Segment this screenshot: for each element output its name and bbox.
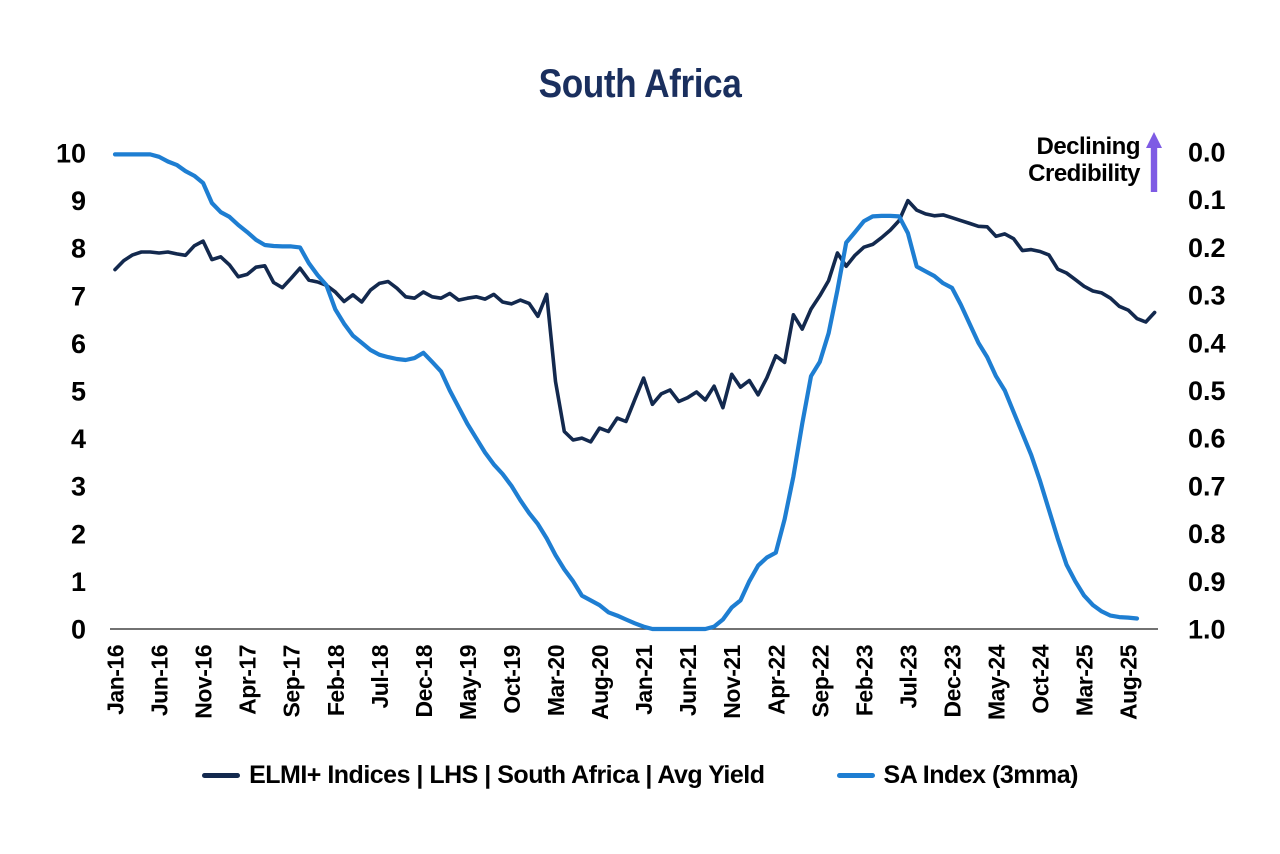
- right-axis-tick-label: 0.1: [1188, 185, 1226, 215]
- chart-legend: ELMI+ Indices | LHS | South Africa | Avg…: [0, 761, 1280, 790]
- left-axis-tick-label: 10: [56, 139, 86, 169]
- x-axis-tick-label: Apr-22: [763, 645, 789, 715]
- x-axis-tick-label: Oct-24: [1028, 644, 1054, 713]
- annotation-line-2: Credibility: [1028, 160, 1140, 187]
- right-axis-tick-label: 0.2: [1188, 233, 1226, 263]
- left-axis-tick-label: 0: [71, 615, 86, 645]
- x-axis-tick-label: May-19: [455, 645, 481, 720]
- x-axis-tick-label: Dec-18: [411, 644, 437, 717]
- left-axis-tick-label: 4: [71, 424, 86, 454]
- x-axis-tick-label: Sep-22: [807, 645, 833, 717]
- x-axis-tick-label: Nov-16: [191, 645, 217, 719]
- x-axis-tick-label: Feb-18: [323, 644, 349, 716]
- series-line-1: [112, 152, 1140, 632]
- right-axis-tick-label: 0.0: [1188, 138, 1226, 168]
- x-axis-tick-label: Jan-16: [103, 645, 129, 715]
- x-axis-tick-label: Jun-21: [675, 644, 701, 716]
- x-axis-tick-label: Jun-16: [147, 645, 173, 716]
- right-axis-tick-label: 1.0: [1188, 615, 1226, 645]
- right-axis-tick-label: 0.5: [1188, 376, 1226, 406]
- right-axis-tick-label: 0.4: [1188, 328, 1226, 358]
- up-arrow-icon: [1145, 131, 1163, 193]
- legend-item-avg-yield: ELMI+ Indices | LHS | South Africa | Avg…: [202, 761, 765, 790]
- x-axis-tick-label: Oct-19: [499, 645, 525, 714]
- right-axis-tick-label: 0.7: [1188, 471, 1226, 501]
- x-axis-tick-label: Sep-17: [279, 645, 305, 717]
- chart-title: South Africa: [538, 62, 742, 106]
- right-axis-tick-label: 0.3: [1188, 281, 1226, 311]
- left-axis-tick-label: 7: [71, 281, 86, 311]
- left-axis-tick-label: 6: [71, 329, 86, 359]
- x-axis-tick-label: May-24: [984, 644, 1010, 720]
- annotation-line-1: Declining: [1036, 133, 1140, 160]
- x-axis-tick-label: Apr-17: [235, 645, 261, 715]
- blue-line-swatch-icon: [836, 773, 875, 778]
- right-axis-tick-label: 0.8: [1188, 519, 1226, 549]
- right-axis-tick-label: 0.6: [1188, 424, 1226, 454]
- up-arrow-svg: [1146, 132, 1162, 192]
- left-axis-tick-label: 9: [71, 186, 86, 216]
- x-axis-tick-label: Aug-25: [1116, 644, 1142, 720]
- x-axis-tick-label: Jul-18: [367, 644, 393, 708]
- legend-item-sa-index: SA Index (3mma): [836, 761, 1079, 790]
- x-axis-tick-label: Mar-25: [1072, 644, 1098, 716]
- x-axis-tick-label: Jul-23: [895, 645, 921, 708]
- x-axis-tick-label: Aug-20: [587, 645, 613, 720]
- x-axis-tick-label: Mar-20: [543, 645, 569, 716]
- credibility-annotation: Declining Credibility: [1028, 133, 1140, 187]
- x-axis-tick-label: Jan-21: [631, 644, 657, 715]
- left-axis-tick-label: 3: [71, 472, 86, 502]
- navy-line-swatch-icon: [202, 773, 241, 778]
- right-axis-tick-label: 0.9: [1188, 567, 1226, 597]
- legend-label-sa-index: SA Index (3mma): [883, 761, 1079, 789]
- x-axis-tick-label: Feb-23: [851, 645, 877, 716]
- left-axis-tick-label: 5: [71, 377, 86, 407]
- series-line-0: [113, 198, 1157, 444]
- left-axis-tick-label: 2: [71, 519, 86, 549]
- left-axis-tick-label: 8: [71, 234, 86, 264]
- x-axis-tick-label: Nov-21: [719, 644, 745, 718]
- x-axis-tick-label: Dec-23: [939, 645, 965, 717]
- legend-label-avg-yield: ELMI+ Indices | LHS | South Africa | Avg…: [249, 761, 765, 789]
- left-axis-tick-label: 1: [71, 567, 86, 597]
